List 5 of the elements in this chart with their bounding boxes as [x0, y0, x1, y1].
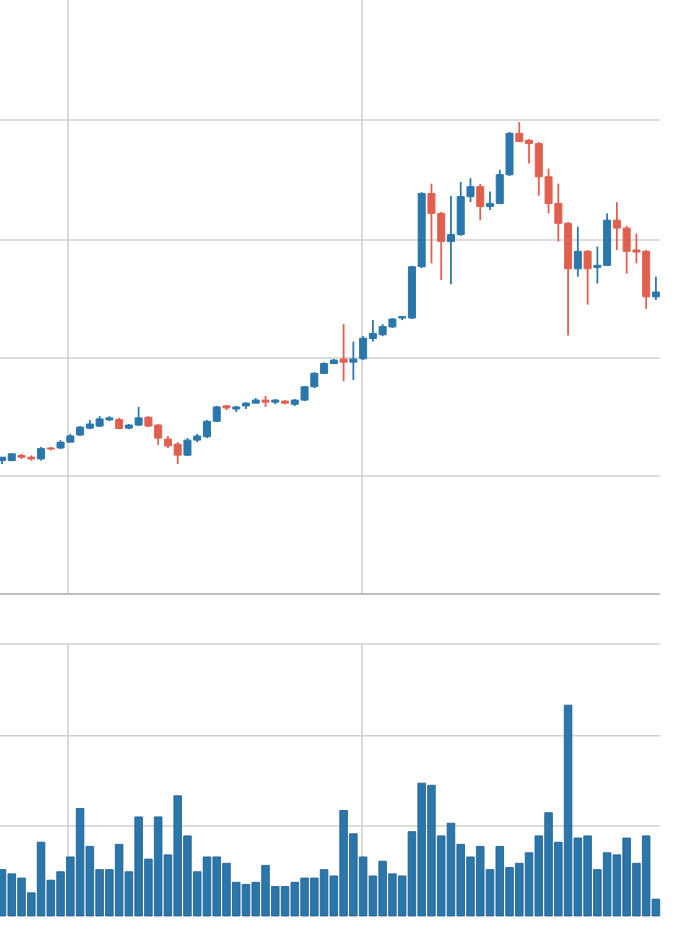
- candlestick: [476, 183, 485, 222]
- candlestick: [583, 249, 592, 306]
- candlestick: [651, 275, 660, 301]
- candlestick: [573, 225, 582, 278]
- candlestick: [339, 323, 348, 383]
